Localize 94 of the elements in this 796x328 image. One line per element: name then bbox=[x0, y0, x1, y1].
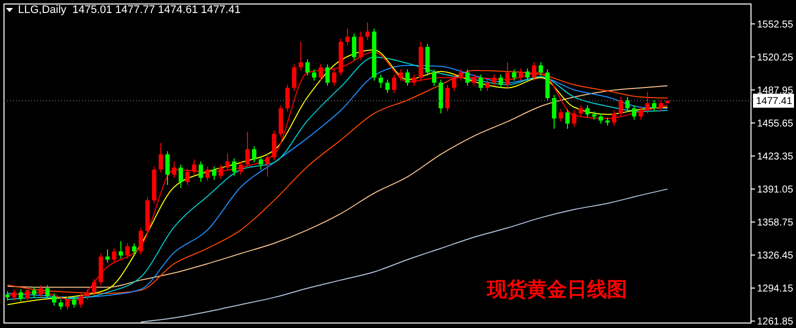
candlestick bbox=[212, 166, 216, 180]
candlestick bbox=[298, 41, 303, 71]
candlestick bbox=[232, 158, 236, 176]
y-tick-label: 1455.65 bbox=[757, 118, 794, 130]
candlestick bbox=[465, 68, 470, 86]
candlestick bbox=[112, 248, 116, 264]
y-tick-label: 1552.55 bbox=[757, 19, 794, 30]
y-tick-label: 1520.25 bbox=[757, 52, 794, 64]
y-tick-label: 1358.75 bbox=[757, 218, 794, 229]
candlestick bbox=[458, 68, 463, 82]
candlestick bbox=[638, 106, 643, 120]
candlestick bbox=[265, 154, 270, 178]
candlestick bbox=[445, 84, 450, 112]
candlestick bbox=[412, 74, 416, 86]
candlestick bbox=[398, 68, 403, 82]
candlestick bbox=[518, 68, 523, 82]
candlestick bbox=[405, 68, 410, 86]
candlestick bbox=[92, 278, 96, 296]
candlestick bbox=[485, 79, 490, 92]
candlestick bbox=[558, 108, 563, 122]
candlestick bbox=[578, 104, 583, 117]
candlestick bbox=[452, 74, 456, 92]
candlestick bbox=[205, 166, 210, 182]
candlestick bbox=[285, 84, 290, 112]
candlestick bbox=[512, 68, 516, 82]
candlestick bbox=[652, 100, 656, 112]
candlestick bbox=[318, 64, 323, 82]
candlestick bbox=[618, 96, 623, 117]
candlestick bbox=[538, 62, 543, 76]
candlestick bbox=[612, 110, 616, 126]
candlestick bbox=[305, 58, 310, 76]
line-series bbox=[140, 188, 668, 322]
candlestick bbox=[352, 33, 356, 61]
candlestick bbox=[72, 296, 76, 308]
candlestick bbox=[565, 108, 570, 130]
ref-line-label: 1477.41 bbox=[756, 96, 793, 108]
candlestick bbox=[125, 242, 130, 260]
y-tick-label: 1326.45 bbox=[757, 250, 794, 262]
candlestick bbox=[392, 74, 396, 94]
candlestick bbox=[598, 112, 603, 124]
candlestick bbox=[225, 152, 230, 172]
candlestick bbox=[292, 64, 296, 92]
candlestick bbox=[432, 68, 436, 86]
candlestick bbox=[632, 104, 636, 120]
candlestick bbox=[252, 146, 256, 163]
candlestick bbox=[525, 68, 530, 82]
candlestick bbox=[218, 164, 223, 180]
candlestick bbox=[52, 292, 56, 306]
candlestick bbox=[345, 28, 350, 46]
candlestick bbox=[132, 242, 136, 255]
candlestick bbox=[472, 74, 476, 86]
candlestick bbox=[5, 290, 10, 302]
candlestick bbox=[272, 130, 276, 161]
candlestick bbox=[385, 79, 390, 94]
y-tick-label: 1261.85 bbox=[757, 316, 794, 328]
candlestick bbox=[478, 74, 483, 92]
candlestick bbox=[185, 168, 190, 186]
candlestick bbox=[165, 150, 170, 186]
candlestick bbox=[312, 68, 316, 82]
candlestick bbox=[365, 22, 370, 40]
candlestick bbox=[118, 240, 123, 260]
candlestick bbox=[552, 94, 556, 130]
candlestick bbox=[158, 142, 163, 174]
candlestick bbox=[378, 74, 383, 88]
y-tick-label: 1294.15 bbox=[757, 284, 794, 295]
candlestick bbox=[38, 284, 43, 298]
candlestick bbox=[238, 160, 243, 176]
candlestick bbox=[172, 160, 176, 178]
chart-title: LLG,Daily 1475.01 1477.77 1474.61 1477.41 bbox=[18, 4, 241, 16]
candlestick bbox=[192, 158, 196, 176]
candlestick bbox=[258, 156, 263, 170]
candlestick bbox=[505, 62, 510, 88]
candlestick bbox=[585, 104, 590, 118]
candlestick bbox=[58, 298, 63, 310]
y-tick-label: 1423.35 bbox=[757, 151, 794, 162]
candlestick bbox=[332, 68, 336, 86]
candlestick bbox=[178, 164, 183, 189]
annotation: 现货黄金日线图 bbox=[486, 277, 627, 301]
candlestick bbox=[572, 110, 576, 128]
candlestick bbox=[645, 91, 650, 114]
candlestick bbox=[105, 248, 110, 264]
candlestick bbox=[198, 160, 203, 182]
candlestick bbox=[32, 286, 36, 298]
candlestick bbox=[45, 284, 50, 300]
candlestick bbox=[625, 96, 630, 112]
candlestick bbox=[18, 288, 23, 302]
y-tick-label: 1391.05 bbox=[757, 184, 794, 196]
candlestick bbox=[245, 131, 250, 168]
candlestick bbox=[138, 227, 143, 255]
candlestick bbox=[492, 74, 496, 86]
candlestick bbox=[658, 100, 663, 112]
candlestick bbox=[325, 64, 330, 86]
candlestick bbox=[498, 74, 503, 88]
candlestick bbox=[532, 62, 536, 82]
